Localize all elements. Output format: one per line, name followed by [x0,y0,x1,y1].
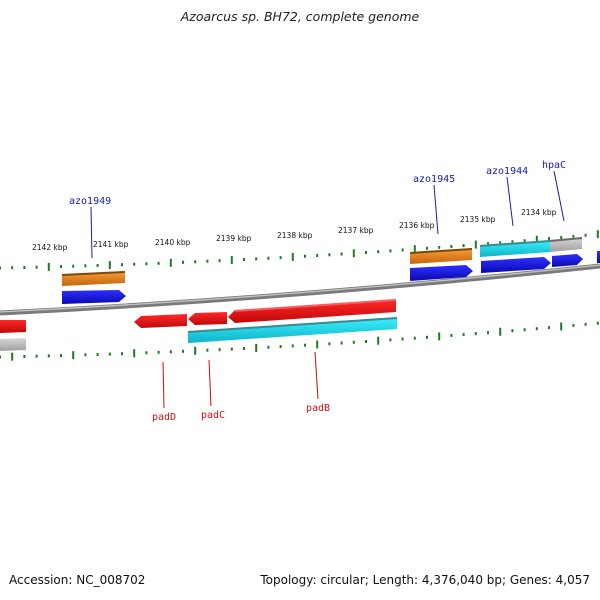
gene-label-azo1945[interactable]: azo1945 [413,174,455,185]
scale-ticks-bottom [0,321,599,361]
leader-padb [314,351,319,400]
gene-hpac-gray[interactable] [550,237,582,252]
leader-azo1944 [506,176,514,227]
gene-left-red[interactable] [0,320,26,333]
gene-label-padd[interactable]: padD [152,412,176,423]
leader-padd [162,361,165,409]
page-title: Azoarcus sp. BH72, complete genome [180,9,420,24]
scale-label: 2139 kbp [216,234,252,243]
scale-label: 2135 kbp [460,215,496,224]
gene-hpac-blue[interactable] [552,254,583,267]
gene-azo1944-cyan[interactable] [480,240,550,257]
scale-label: 2140 kbp [155,238,191,247]
gene-label-azo1944[interactable]: azo1944 [486,166,528,177]
gene-left-gray[interactable] [0,338,26,351]
genome-info: Topology: circular; Length: 4,376,040 bp… [260,573,590,587]
scale-label: 2141 kbp [93,240,129,249]
gene-label-padb[interactable]: padB [306,403,330,414]
leader-hpac [553,170,565,222]
gene-padb-red[interactable] [228,299,396,323]
gene-padc-red[interactable] [188,312,227,325]
gene-azo1945-orange[interactable] [410,248,472,264]
accession-label: Accession: NC_008702 [9,573,146,587]
gene-label-hpac[interactable]: hpaC [542,160,566,171]
gene-azo1944-blue[interactable] [481,257,551,273]
leader-padc [208,359,212,407]
gene-padd-red[interactable] [134,314,187,328]
gene-azo1945-blue[interactable] [410,265,473,281]
scale-label: 2136 kbp [399,221,435,230]
gene-offscreen-blue[interactable] [597,251,600,263]
scale-label: 2137 kbp [338,226,374,235]
gene-padb-cyan[interactable] [188,317,397,343]
genome-backbone [0,263,600,316]
gene-azo1949-blue[interactable] [62,290,126,304]
gene-azo1949-orange[interactable] [62,271,125,286]
gene-label-padc[interactable]: padC [201,410,225,421]
leader-azo1945 [433,184,439,235]
gene-label-azo1949[interactable]: azo1949 [69,196,111,207]
leader-azo1949 [90,206,93,259]
scale-label: 2134 kbp [521,208,557,217]
scale-ticks-top [0,230,599,271]
scale-label: 2138 kbp [277,231,313,240]
scale-label: 2142 kbp [32,243,68,252]
